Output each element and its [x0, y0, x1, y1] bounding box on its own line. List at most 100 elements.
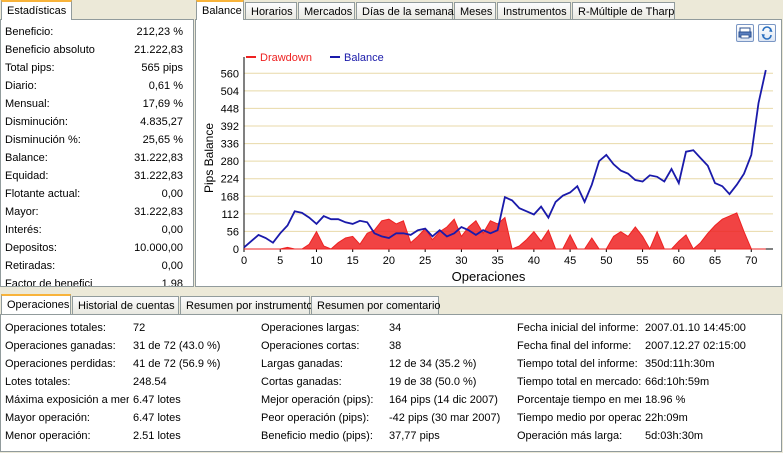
- operation-value: 248.54: [133, 376, 167, 388]
- bottom-tab[interactable]: Historial de cuentas: [72, 296, 179, 314]
- operation-label: Tiempo total en mercado:: [517, 376, 641, 388]
- legend-entry: Balance: [344, 52, 384, 64]
- tab-estadisticas[interactable]: Estadísticas: [1, 0, 73, 20]
- chart-panel: 0 56 112 168 224 280 336 392 448 504 560 0 5 10 15 20 25…: [195, 19, 782, 287]
- y-tick-label: 504: [221, 86, 239, 98]
- x-tick-label: 65: [709, 255, 721, 267]
- stat-label: Beneficio absoluto: [5, 44, 95, 56]
- x-tick-label: 55: [636, 255, 648, 267]
- stat-label: Disminución:: [5, 116, 68, 128]
- operation-label: Operación más larga:: [517, 430, 623, 442]
- stat-value: 565 pips: [141, 62, 183, 74]
- refresh-button[interactable]: [758, 24, 776, 42]
- operation-label: Peor operación (pips):: [261, 412, 370, 424]
- y-tick-label: 336: [221, 139, 239, 151]
- operation-label: Fecha inicial del informe:: [517, 322, 639, 334]
- print-button[interactable]: [736, 24, 754, 42]
- operation-label: Largas ganadas:: [261, 358, 343, 370]
- operation-label: Porcentaje tiempo en mer: [517, 394, 641, 406]
- operation-value: 38: [389, 340, 402, 352]
- stat-label: Mensual:: [5, 98, 50, 110]
- y-axis-label: Pips Balance: [202, 123, 216, 193]
- x-tick-label: 15: [347, 255, 359, 267]
- stat-row: Disminución: 4.835,27: [5, 113, 183, 131]
- stat-label: Flotante actual:: [5, 188, 81, 200]
- operation-value: 72: [133, 322, 146, 334]
- stat-row: Factor de benefici 1,98: [5, 275, 183, 287]
- x-tick-label: 35: [492, 255, 504, 267]
- operation-value: 12 de 34 (35.2 %): [389, 358, 477, 370]
- operation-label: Operaciones cortas:: [261, 340, 360, 352]
- legend-entry: Drawdown: [260, 52, 312, 64]
- stat-row: Flotante actual: 0,00: [5, 185, 183, 203]
- operation-value: 164 pips (14 dic 2007): [389, 394, 498, 406]
- stat-row: Total pips: 565 pips: [5, 59, 183, 77]
- bottom-tab[interactable]: Resumen por instrumento: [180, 296, 313, 314]
- y-tick-label: 280: [221, 156, 239, 168]
- bottom-tab[interactable]: Operaciones: [1, 294, 71, 314]
- x-tick-label: 50: [600, 255, 612, 267]
- x-tick-label: 10: [310, 255, 322, 267]
- chart-tab[interactable]: Mercados: [298, 2, 355, 20]
- bottom-tab[interactable]: Resumen por comentario: [311, 296, 441, 314]
- operation-label: Tiempo total del informe:: [517, 358, 638, 370]
- operation-label: Operaciones largas:: [261, 322, 360, 334]
- operation-value: -42 pips (30 mar 2007): [389, 412, 501, 424]
- y-tick-label: 224: [221, 174, 239, 186]
- y-tick-label: 0: [233, 244, 239, 256]
- operation-value: 18.96 %: [645, 394, 686, 406]
- stat-row: Interés: 0,00: [5, 221, 183, 239]
- x-tick-label: 45: [564, 255, 576, 267]
- chart-tab[interactable]: R-Múltiple de Tharp: [572, 2, 675, 20]
- plot-area: [244, 57, 773, 249]
- stat-value: 31.222,83: [134, 170, 183, 182]
- operation-label: Menor operación:: [5, 430, 91, 442]
- chart-tab[interactable]: Meses: [454, 2, 496, 20]
- stat-label: Total pips:: [5, 62, 55, 74]
- stat-row: Mensual: 17,69 %: [5, 95, 183, 113]
- operation-label: Operaciones totales:: [5, 322, 106, 334]
- stat-row: Beneficio: 212,23 %: [5, 23, 183, 41]
- operation-value: 2007.12.27 02:15:00: [645, 340, 746, 352]
- stat-label: Disminución %:: [5, 134, 81, 146]
- series-drawdown-area: [244, 212, 766, 251]
- stat-value: 0,00: [161, 260, 183, 272]
- chart-tab[interactable]: Balance: [196, 0, 244, 20]
- stat-row: Beneficio absoluto 21.222,83: [5, 41, 183, 59]
- stat-row: Balance: 31.222,83: [5, 149, 183, 167]
- x-tick-label: 20: [383, 255, 395, 267]
- operation-label: Fecha final del informe:: [517, 340, 632, 352]
- stat-label: Depositos:: [5, 242, 57, 254]
- stat-label: Retiradas:: [5, 260, 56, 272]
- stats-panel: Beneficio: 212,23 % Beneficio absoluto 21.2…: [0, 19, 194, 287]
- operation-label: Tiempo medio por operaci: [517, 412, 641, 424]
- operation-value: 350d:11h:30m: [645, 358, 715, 370]
- operation-label: Mejor operación (pips):: [261, 394, 374, 406]
- stat-row: Retiradas: 0,00: [5, 257, 183, 275]
- stat-row: Disminución %: 25,65 %: [5, 131, 183, 149]
- stat-value: 0,00: [161, 224, 183, 236]
- stat-label: Balance:: [5, 152, 48, 164]
- stat-value: 1,98: [161, 278, 183, 287]
- chart-tab[interactable]: Instrumentos: [497, 2, 571, 20]
- stat-label: Diario:: [5, 80, 37, 92]
- operation-label: Operaciones perdidas:: [5, 358, 116, 370]
- operation-value: 66d:10h:59m: [645, 376, 710, 388]
- operations-panel: Operaciones totales: 72 Operaciones ganada…: [0, 314, 782, 452]
- chart-tab[interactable]: Horarios: [245, 2, 297, 20]
- y-tick-label: 560: [221, 68, 239, 80]
- operation-value: 37,77 pips: [389, 430, 440, 442]
- x-tick-label: 5: [277, 255, 283, 267]
- stat-value: 21.222,83: [134, 44, 183, 56]
- y-tick-label: 448: [221, 103, 239, 115]
- chart-tab[interactable]: Días de la semana: [356, 2, 454, 20]
- stat-value: 25,65 %: [142, 134, 183, 146]
- x-tick-label: 60: [673, 255, 685, 267]
- stat-value: 10.000,00: [134, 242, 183, 254]
- operation-value: 2.51 lotes: [133, 430, 181, 442]
- operation-label: Mayor operación:: [5, 412, 90, 424]
- refresh-icon: [761, 26, 773, 40]
- operation-value: 34: [389, 322, 402, 334]
- operation-value: 6.47 lotes: [133, 412, 181, 424]
- x-tick-label: 25: [419, 255, 431, 267]
